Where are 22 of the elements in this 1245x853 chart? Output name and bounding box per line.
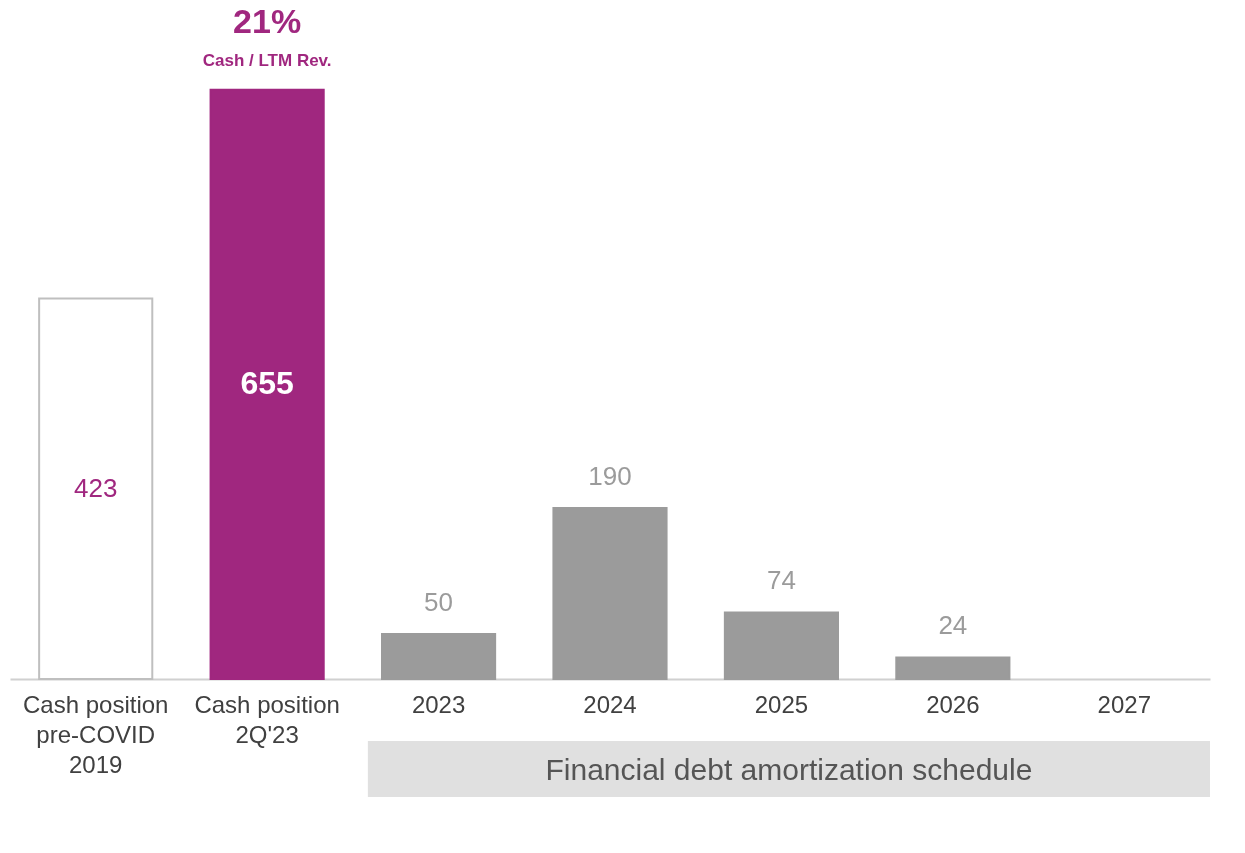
bar <box>209 88 325 680</box>
annotation: Cash / LTM Rev. <box>202 50 332 70</box>
bar <box>723 611 839 680</box>
x-tick-label: 2023 <box>411 690 466 718</box>
x-tick-label: Cash position 2Q'23 <box>194 690 340 748</box>
annotation: 21% <box>233 1 302 40</box>
x-tick-label: 2027 <box>1097 690 1151 718</box>
data-label: 50 <box>424 587 454 618</box>
x-tick-label: 2025 <box>754 690 809 718</box>
bar <box>38 297 154 680</box>
x-tick-label: 2026 <box>926 690 980 718</box>
data-label: 24 <box>938 610 968 641</box>
data-label: 74 <box>766 565 796 596</box>
text: Financial debt amortization schedule <box>545 753 1033 786</box>
x-tick-label: 2024 <box>583 690 637 718</box>
data-label: 423 <box>74 472 118 503</box>
x-tick-label: Cash position pre-COVID 2019 <box>23 690 169 778</box>
bar <box>895 656 1011 680</box>
data-label: 655 <box>240 365 294 402</box>
data-label: 190 <box>588 461 632 492</box>
bar <box>381 633 497 680</box>
bar <box>552 507 668 680</box>
